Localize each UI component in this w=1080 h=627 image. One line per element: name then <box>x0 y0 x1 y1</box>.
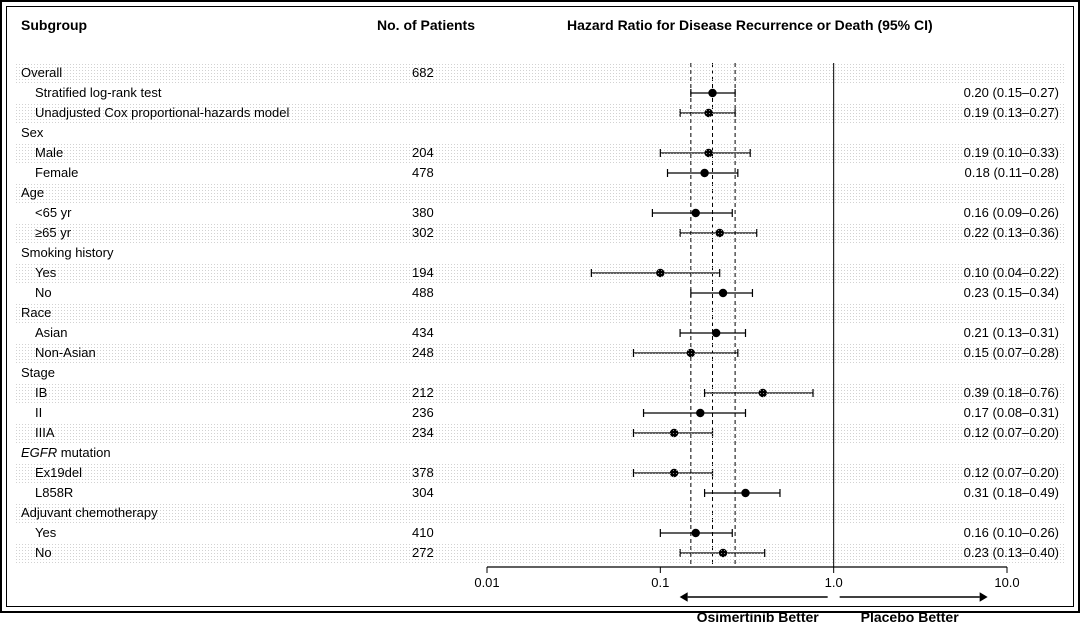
forest-row: IB 212 0.39 (0.18–0.76) <box>7 383 1073 403</box>
forest-row: Non-Asian 248 0.15 (0.07–0.28) <box>7 343 1073 363</box>
forest-row: EGFR mutation <box>7 443 1073 463</box>
n-patients: 434 <box>412 323 472 343</box>
hr-ci-value: 0.23 (0.15–0.34) <box>889 283 1059 303</box>
forest-row: Smoking history <box>7 243 1073 263</box>
figure-frame: Subgroup No. of Patients Hazard Ratio fo… <box>0 0 1080 613</box>
forest-row: No 488 0.23 (0.15–0.34) <box>7 283 1073 303</box>
subgroup-label: Age <box>21 183 381 203</box>
hr-ci-value: 0.31 (0.18–0.49) <box>889 483 1059 503</box>
n-patients: 488 <box>412 283 472 303</box>
subgroup-label: No <box>35 283 381 303</box>
hr-ci-value: 0.19 (0.13–0.27) <box>889 103 1059 123</box>
hr-ci-value: 0.20 (0.15–0.27) <box>889 83 1059 103</box>
forest-row: II 236 0.17 (0.08–0.31) <box>7 403 1073 423</box>
subgroup-label: Unadjusted Cox proportional-hazards mode… <box>35 103 381 123</box>
arrow-left-head-icon <box>680 592 688 602</box>
n-patients: 478 <box>412 163 472 183</box>
subgroup-label: ≥65 yr <box>35 223 381 243</box>
subgroup-label: Smoking history <box>21 243 381 263</box>
hr-ci-value: 0.21 (0.13–0.31) <box>889 323 1059 343</box>
forest-row: Adjuvant chemotherapy <box>7 503 1073 523</box>
n-patients: 194 <box>412 263 472 283</box>
n-patients: 380 <box>412 203 472 223</box>
forest-row: Unadjusted Cox proportional-hazards mode… <box>7 103 1073 123</box>
x-axis-tick-label: 0.01 <box>474 575 499 590</box>
subgroup-label: Race <box>21 303 381 323</box>
forest-row: Age <box>7 183 1073 203</box>
hr-ci-value: 0.12 (0.07–0.20) <box>889 463 1059 483</box>
forest-row: Race <box>7 303 1073 323</box>
n-patients: 204 <box>412 143 472 163</box>
subgroup-label: Asian <box>35 323 381 343</box>
forest-row: IIIA 234 0.12 (0.07–0.20) <box>7 423 1073 443</box>
subgroup-label: EGFR mutation <box>21 443 381 463</box>
forest-row: Asian 434 0.21 (0.13–0.31) <box>7 323 1073 343</box>
subgroup-label: L858R <box>35 483 381 503</box>
subgroup-label: Yes <box>35 263 381 283</box>
x-axis-tick-label: 0.1 <box>651 575 669 590</box>
forest-row: No 272 0.23 (0.13–0.40) <box>7 543 1073 563</box>
subgroup-label: Overall <box>21 63 381 83</box>
forest-row: Yes 194 0.10 (0.04–0.22) <box>7 263 1073 283</box>
n-patients: 682 <box>412 63 472 83</box>
forest-row: Yes 410 0.16 (0.10–0.26) <box>7 523 1073 543</box>
subgroup-label: Stratified log-rank test <box>35 83 381 103</box>
subgroup-label: Yes <box>35 523 381 543</box>
n-patients: 234 <box>412 423 472 443</box>
n-patients: 410 <box>412 523 472 543</box>
hr-ci-value: 0.12 (0.07–0.20) <box>889 423 1059 443</box>
subgroup-label: Female <box>35 163 381 183</box>
subgroup-label: Adjuvant chemotherapy <box>21 503 381 523</box>
x-axis-tick-label: 1.0 <box>825 575 843 590</box>
subgroup-label: No <box>35 543 381 563</box>
hr-ci-value: 0.22 (0.13–0.36) <box>889 223 1059 243</box>
subgroup-label: Stage <box>21 363 381 383</box>
forest-row: ≥65 yr 302 0.22 (0.13–0.36) <box>7 223 1073 243</box>
caption-osimertinib-better: Osimertinib Better <box>697 609 819 625</box>
hr-ci-value: 0.18 (0.11–0.28) <box>889 163 1059 183</box>
forest-row: L858R 304 0.31 (0.18–0.49) <box>7 483 1073 503</box>
n-patients: 302 <box>412 223 472 243</box>
x-axis-tick-label: 10.0 <box>994 575 1019 590</box>
subgroup-label: Ex19del <box>35 463 381 483</box>
forest-row: Sex <box>7 123 1073 143</box>
hr-ci-value: 0.17 (0.08–0.31) <box>889 403 1059 423</box>
forest-row: Ex19del 378 0.12 (0.07–0.20) <box>7 463 1073 483</box>
forest-row: Female 478 0.18 (0.11–0.28) <box>7 163 1073 183</box>
hr-ci-value: 0.39 (0.18–0.76) <box>889 383 1059 403</box>
hr-ci-value: 0.10 (0.04–0.22) <box>889 263 1059 283</box>
hr-ci-value: 0.15 (0.07–0.28) <box>889 343 1059 363</box>
forest-row: Male 204 0.19 (0.10–0.33) <box>7 143 1073 163</box>
subgroup-label: II <box>35 403 381 423</box>
hr-ci-value: 0.19 (0.10–0.33) <box>889 143 1059 163</box>
subgroup-label: Non-Asian <box>35 343 381 363</box>
hr-ci-value: 0.23 (0.13–0.40) <box>889 543 1059 563</box>
subgroup-label: IIIA <box>35 423 381 443</box>
n-patients: 248 <box>412 343 472 363</box>
subgroup-label: <65 yr <box>35 203 381 223</box>
n-patients: 236 <box>412 403 472 423</box>
subgroup-label: IB <box>35 383 381 403</box>
n-patients: 304 <box>412 483 472 503</box>
arrow-right-head-icon <box>980 592 988 602</box>
figure-inner-border: Subgroup No. of Patients Hazard Ratio fo… <box>6 6 1074 607</box>
n-patients: 212 <box>412 383 472 403</box>
n-patients: 378 <box>412 463 472 483</box>
hr-ci-value: 0.16 (0.10–0.26) <box>889 523 1059 543</box>
forest-row: Stratified log-rank test 0.20 (0.15–0.27) <box>7 83 1073 103</box>
caption-placebo-better: Placebo Better <box>861 609 959 625</box>
subgroup-label: Male <box>35 143 381 163</box>
subgroup-label: Sex <box>21 123 381 143</box>
forest-row: <65 yr 380 0.16 (0.09–0.26) <box>7 203 1073 223</box>
n-patients: 272 <box>412 543 472 563</box>
forest-row: Overall 682 <box>7 63 1073 83</box>
hr-ci-value: 0.16 (0.09–0.26) <box>889 203 1059 223</box>
forest-row: Stage <box>7 363 1073 383</box>
